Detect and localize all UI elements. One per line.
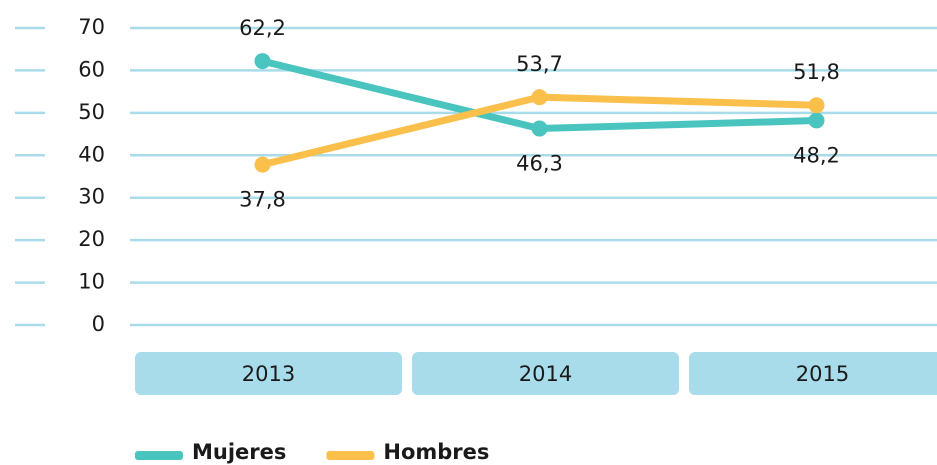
value-label: 48,2 bbox=[793, 143, 840, 167]
value-label: 53,7 bbox=[516, 52, 563, 76]
x-tick-label: 2015 bbox=[796, 362, 849, 386]
category-box bbox=[689, 352, 937, 395]
y-tick-label: 10 bbox=[78, 270, 105, 294]
point bbox=[531, 89, 548, 106]
y-tick-label: 50 bbox=[78, 100, 105, 124]
category-box bbox=[412, 352, 679, 395]
value-label: 51,8 bbox=[793, 60, 840, 84]
value-label: 62,2 bbox=[239, 16, 286, 40]
y-tick-label: 70 bbox=[78, 15, 105, 39]
value-label: 37,8 bbox=[239, 188, 286, 212]
x-tick-label: 2014 bbox=[519, 362, 572, 386]
legend-swatch bbox=[326, 451, 375, 460]
point bbox=[531, 120, 548, 137]
value-label: 46,3 bbox=[516, 152, 563, 176]
y-tick-label: 0 bbox=[92, 312, 105, 336]
point bbox=[254, 156, 271, 173]
y-tick-label: 30 bbox=[78, 185, 105, 209]
legend-label: Mujeres bbox=[192, 440, 286, 464]
x-tick-label: 2013 bbox=[242, 362, 295, 386]
y-tick-label: 40 bbox=[78, 142, 105, 166]
category-box bbox=[135, 352, 402, 395]
y-tick-label: 60 bbox=[78, 57, 105, 81]
point bbox=[254, 53, 271, 70]
y-tick-label: 20 bbox=[78, 227, 105, 251]
point bbox=[808, 97, 825, 114]
legend-label: Hombres bbox=[383, 440, 489, 464]
legend-swatch bbox=[135, 451, 183, 460]
point bbox=[808, 112, 825, 129]
